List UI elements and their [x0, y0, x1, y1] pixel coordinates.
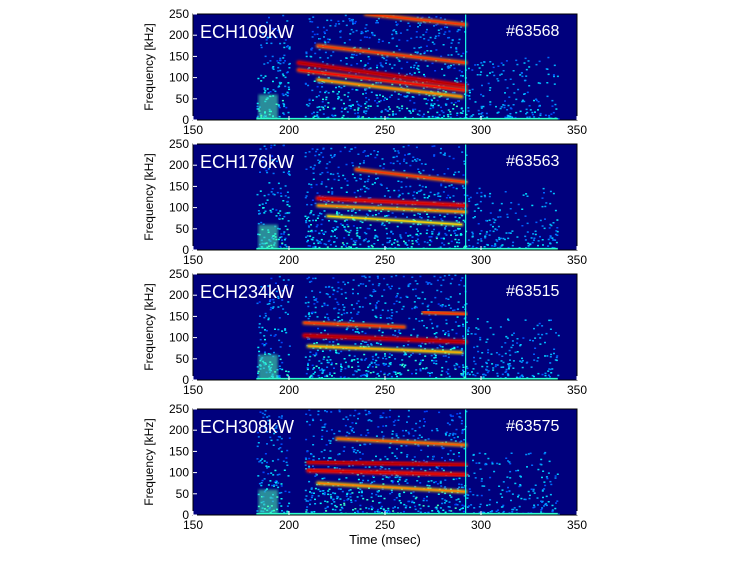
- y-tick-label: 0: [182, 243, 189, 257]
- y-tick-label: 50: [176, 222, 190, 236]
- y-tick-label: 200: [169, 423, 189, 437]
- y-tick-label: 100: [169, 466, 189, 480]
- x-tick-label: 200: [279, 518, 299, 532]
- y-axis-title: Frequency [kHz]: [142, 153, 156, 240]
- y-tick-label: 250: [169, 402, 189, 416]
- plot-background: [193, 144, 577, 250]
- y-tick-label: 100: [169, 331, 189, 345]
- shot-number-label: #63568: [506, 23, 559, 40]
- mode-line-core: [308, 345, 462, 354]
- y-tick-label: 200: [169, 28, 189, 42]
- y-tick-label: 150: [169, 49, 189, 63]
- y-tick-label: 250: [169, 7, 189, 21]
- x-tick-label: 200: [279, 383, 299, 397]
- y-tick-label: 100: [169, 71, 189, 85]
- mode-line-core: [423, 311, 466, 315]
- x-tick-label: 150: [183, 383, 203, 397]
- ech-power-label: ECH308kW: [200, 417, 294, 437]
- shot-number-label: #63515: [506, 283, 559, 300]
- x-tick-label: 150: [183, 123, 203, 137]
- x-tick-label: 300: [471, 383, 491, 397]
- x-tick-label: 300: [471, 253, 491, 267]
- y-axis-title: Frequency [kHz]: [142, 283, 156, 370]
- dc-band: [256, 247, 558, 250]
- y-tick-label: 250: [169, 267, 189, 281]
- mode-line-core: [317, 79, 462, 98]
- mode-line-core: [356, 168, 466, 183]
- mode-line-core: [336, 438, 466, 446]
- y-tick-label: 50: [176, 92, 190, 106]
- mode-line-core: [317, 197, 466, 207]
- x-tick-label: 150: [183, 518, 203, 532]
- x-tick-label: 250: [375, 383, 395, 397]
- mode-line-core: [365, 14, 466, 26]
- x-tick-label: 300: [471, 518, 491, 532]
- ech-power-label: ECH234kW: [200, 282, 294, 302]
- dc-band: [256, 117, 558, 120]
- spectrogram-panel: 0 50 100 150 200 250 150 200 250 300 350 Frequency …: [142, 402, 587, 532]
- x-tick-label: 350: [567, 253, 587, 267]
- x-axis-title: Time (msec): [349, 532, 421, 547]
- y-tick-label: 200: [169, 158, 189, 172]
- spectrogram-panel: 0 50 100 150 200 250 150 200 250 300 350 Frequency …: [142, 267, 587, 397]
- y-tick-label: 0: [182, 373, 189, 387]
- y-tick-label: 100: [169, 201, 189, 215]
- x-tick-label: 350: [567, 518, 587, 532]
- mode-line-core: [298, 62, 466, 87]
- y-tick-label: 150: [169, 179, 189, 193]
- ech-power-label: ECH176kW: [200, 152, 294, 172]
- y-axis-title: Frequency [kHz]: [142, 23, 156, 110]
- noise-texture: [256, 144, 559, 250]
- mode-line-core: [327, 215, 462, 226]
- y-tick-label: 150: [169, 309, 189, 323]
- mode-line-core: [298, 69, 466, 91]
- y-tick-label: 200: [169, 288, 189, 302]
- shot-number-label: #63563: [506, 153, 559, 170]
- x-tick-label: 300: [471, 123, 491, 137]
- y-tick-label: 250: [169, 137, 189, 151]
- mode-line-core: [317, 482, 466, 493]
- x-tick-label: 250: [375, 253, 395, 267]
- x-tick-label: 250: [375, 518, 395, 532]
- dc-band: [256, 377, 558, 380]
- y-tick-label: 150: [169, 444, 189, 458]
- mode-line-core: [304, 334, 466, 343]
- x-tick-label: 350: [567, 383, 587, 397]
- plot-background: [193, 14, 577, 120]
- y-axis-title: Frequency [kHz]: [142, 418, 156, 505]
- mode-line-core: [304, 322, 405, 328]
- x-tick-label: 200: [279, 253, 299, 267]
- mode-line-core: [308, 469, 466, 476]
- spectrogram-panel: 0 50 100 150 200 250 150 200 250 300 350 Frequency …: [142, 7, 587, 137]
- x-tick-label: 150: [183, 253, 203, 267]
- y-tick-label: 50: [176, 487, 190, 501]
- shot-number-label: #63575: [506, 418, 559, 435]
- y-tick-label: 0: [182, 113, 189, 127]
- ech-power-label: ECH109kW: [200, 22, 294, 42]
- y-tick-label: 0: [182, 508, 189, 522]
- x-tick-label: 350: [567, 123, 587, 137]
- mode-line-core: [308, 461, 466, 466]
- mode-line-core: [317, 45, 466, 64]
- mode-line-core: [317, 204, 466, 213]
- dc-band: [256, 512, 558, 515]
- x-tick-label: 250: [375, 123, 395, 137]
- y-tick-label: 50: [176, 352, 190, 366]
- x-tick-label: 200: [279, 123, 299, 137]
- spectrogram-panel: 0 50 100 150 200 250 150 200 250 300 350 Frequency …: [142, 137, 587, 267]
